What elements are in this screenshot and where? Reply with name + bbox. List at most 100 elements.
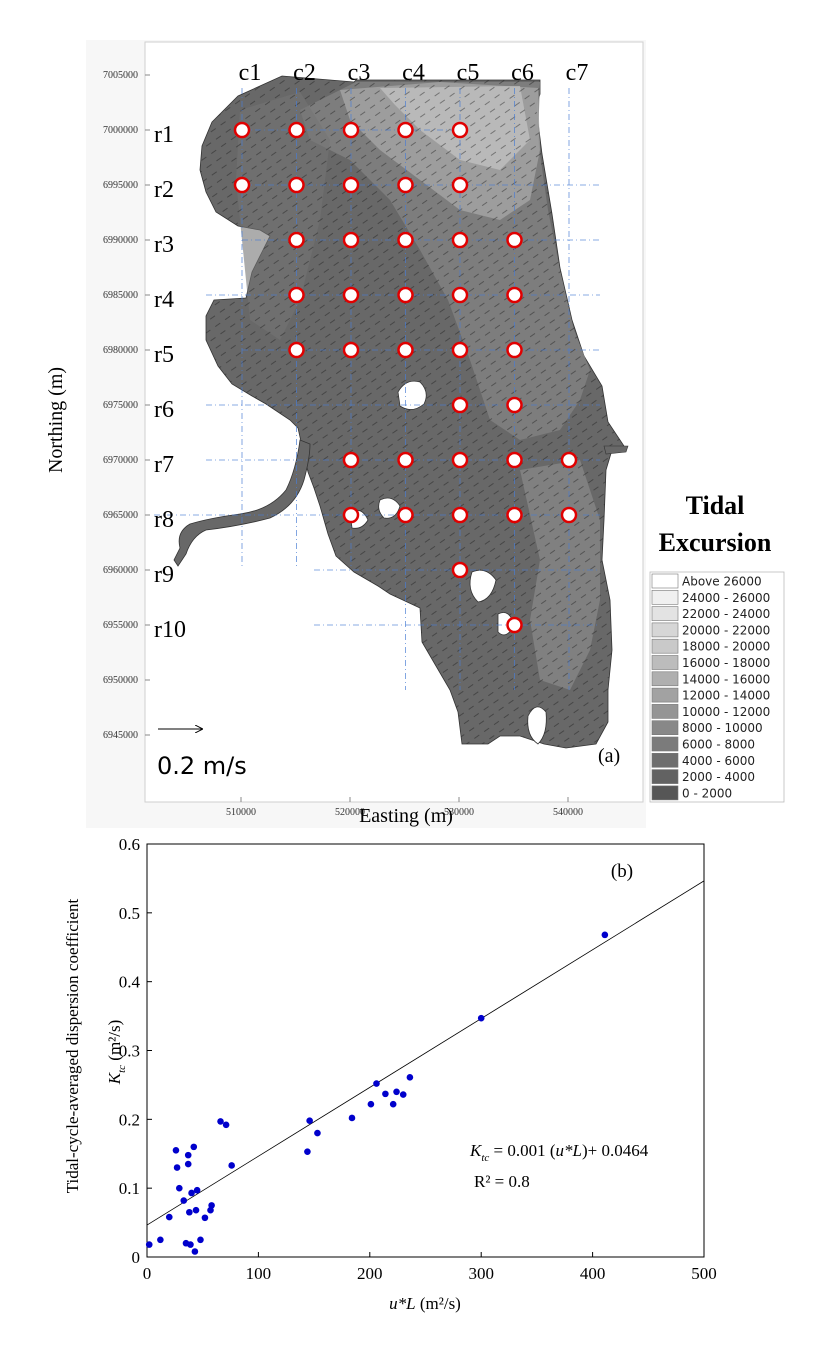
station-marker: [342, 121, 360, 139]
data-point: [180, 1197, 188, 1204]
station-marker: [560, 451, 578, 469]
data-point: [222, 1121, 230, 1129]
legend-label: 24000 - 26000: [682, 591, 770, 605]
map-x-tick-label: 530000: [444, 807, 474, 818]
station-marker: [560, 506, 578, 524]
data-point: [373, 1080, 380, 1087]
chart-x-tick-label: 400: [580, 1264, 606, 1283]
data-point: [173, 1164, 181, 1171]
legend-swatch: [651, 769, 679, 784]
chart-ylabel-title: Tidal-cycle-averaged dispersion coeffici…: [63, 898, 82, 1193]
legend-label: 10000 - 12000: [682, 705, 770, 719]
chart-xlabel-unit: (m²/s): [416, 1294, 461, 1313]
data-point: [176, 1184, 183, 1192]
map-figure: c1 c2 c3 c4 c5 c6 c7 r1 r2 r3 r4 r5 r6 r7 r8 r9 r10 510…: [45, 40, 785, 828]
map-x-tick-label: 540000: [553, 807, 583, 818]
map-y-tick-label: 6970000: [103, 455, 138, 466]
map-y-tick-label: 6995000: [103, 180, 138, 191]
data-point: [208, 1202, 215, 1209]
chart-ylabel-var: K: [105, 1071, 124, 1085]
map-y-tick-label: 6960000: [103, 565, 138, 576]
row-label: r10: [154, 617, 186, 643]
legend-swatch: [651, 655, 679, 670]
row-label: r7: [154, 452, 174, 478]
legend-swatch: [651, 606, 679, 621]
station-marker: [506, 341, 523, 359]
island: [397, 380, 427, 410]
legend-label: 16000 - 18000: [682, 656, 770, 670]
column-label: c4: [402, 60, 425, 86]
legend-label: 0 - 2000: [682, 786, 732, 800]
data-point: [184, 1160, 192, 1168]
chart-x-tick-label: 500: [691, 1264, 717, 1283]
legend-swatch: [651, 687, 679, 703]
data-point: [477, 1014, 485, 1022]
station-marker: [451, 561, 469, 579]
map-y-tick-label: 6955000: [103, 620, 138, 631]
fit-line: [146, 880, 705, 1226]
data-point: [201, 1214, 209, 1222]
legend-label: 2000 - 4000: [682, 770, 755, 784]
chart-x-tick-label: 200: [357, 1264, 383, 1283]
station-marker: [288, 286, 305, 304]
data-point: [184, 1151, 192, 1159]
station-marker: [342, 286, 360, 304]
eq-rhs-pre: = 0.001 (: [489, 1141, 556, 1160]
island: [469, 569, 497, 603]
data-point: [191, 1248, 199, 1255]
eq-lhs-var: K: [469, 1141, 483, 1160]
chart-y-tick-label: 0.4: [119, 973, 141, 992]
station-marker: [288, 231, 305, 249]
row-label: r2: [154, 177, 174, 203]
chart-ylabel-sub: tc: [116, 1065, 128, 1073]
map-y-tick-label: 6990000: [103, 235, 138, 246]
station-marker: [506, 286, 523, 304]
legend-swatch: [651, 622, 679, 638]
map-y-tick-label: 7000000: [103, 125, 138, 136]
data-point: [157, 1236, 164, 1244]
row-label: r9: [154, 562, 174, 588]
chart-plot-area: [146, 843, 705, 1258]
legend-label: 18000 - 20000: [682, 640, 770, 654]
station-marker: [451, 121, 469, 139]
chart-xlabel: u*L (m²/s): [389, 1294, 461, 1313]
data-point: [190, 1143, 198, 1151]
station-marker: [397, 451, 414, 469]
legend-label: 8000 - 10000: [682, 721, 763, 735]
station-marker: [342, 176, 360, 194]
legend-swatch: [651, 720, 679, 736]
chart-x-tick-label: 300: [468, 1264, 494, 1283]
data-point: [601, 931, 609, 939]
eq-rhs-post: )+ 0.0464: [582, 1141, 649, 1160]
station-marker: [451, 176, 469, 194]
scatter-chart: 0 100 200 300 400 50000.10.20.30.40.50.6 (b) …: [63, 835, 717, 1313]
chart-y-tick-label: 0.1: [119, 1179, 140, 1198]
legend-label: 14000 - 16000: [682, 672, 770, 686]
station-marker: [233, 121, 251, 139]
r-squared-label: R² = 0.8: [474, 1172, 530, 1191]
velocity-scale-label: 0.2 m/s: [157, 752, 247, 780]
map-ylabel: Northing (m): [45, 367, 67, 473]
data-point: [172, 1147, 180, 1154]
chart-y-tick-label: 0.3: [119, 1042, 140, 1061]
chart-panel-label: (b): [611, 861, 633, 882]
data-point: [399, 1091, 407, 1098]
station-marker: [397, 286, 414, 304]
legend-label: 4000 - 6000: [682, 754, 755, 768]
column-label: c6: [511, 60, 534, 86]
data-point: [393, 1088, 400, 1096]
station-marker: [397, 506, 414, 524]
data-point: [188, 1189, 195, 1197]
row-label: r3: [154, 232, 174, 258]
column-label: c5: [457, 60, 480, 86]
legend-swatch: [651, 671, 679, 687]
data-point: [165, 1213, 173, 1221]
row-label: r4: [154, 287, 174, 313]
legend-label: 20000 - 22000: [682, 623, 770, 637]
data-point: [145, 1241, 153, 1248]
legend-swatch: [651, 573, 679, 589]
data-point: [389, 1100, 397, 1108]
station-marker: [451, 396, 469, 414]
station-marker: [451, 451, 469, 469]
map-x-tick-label: 510000: [226, 807, 256, 818]
